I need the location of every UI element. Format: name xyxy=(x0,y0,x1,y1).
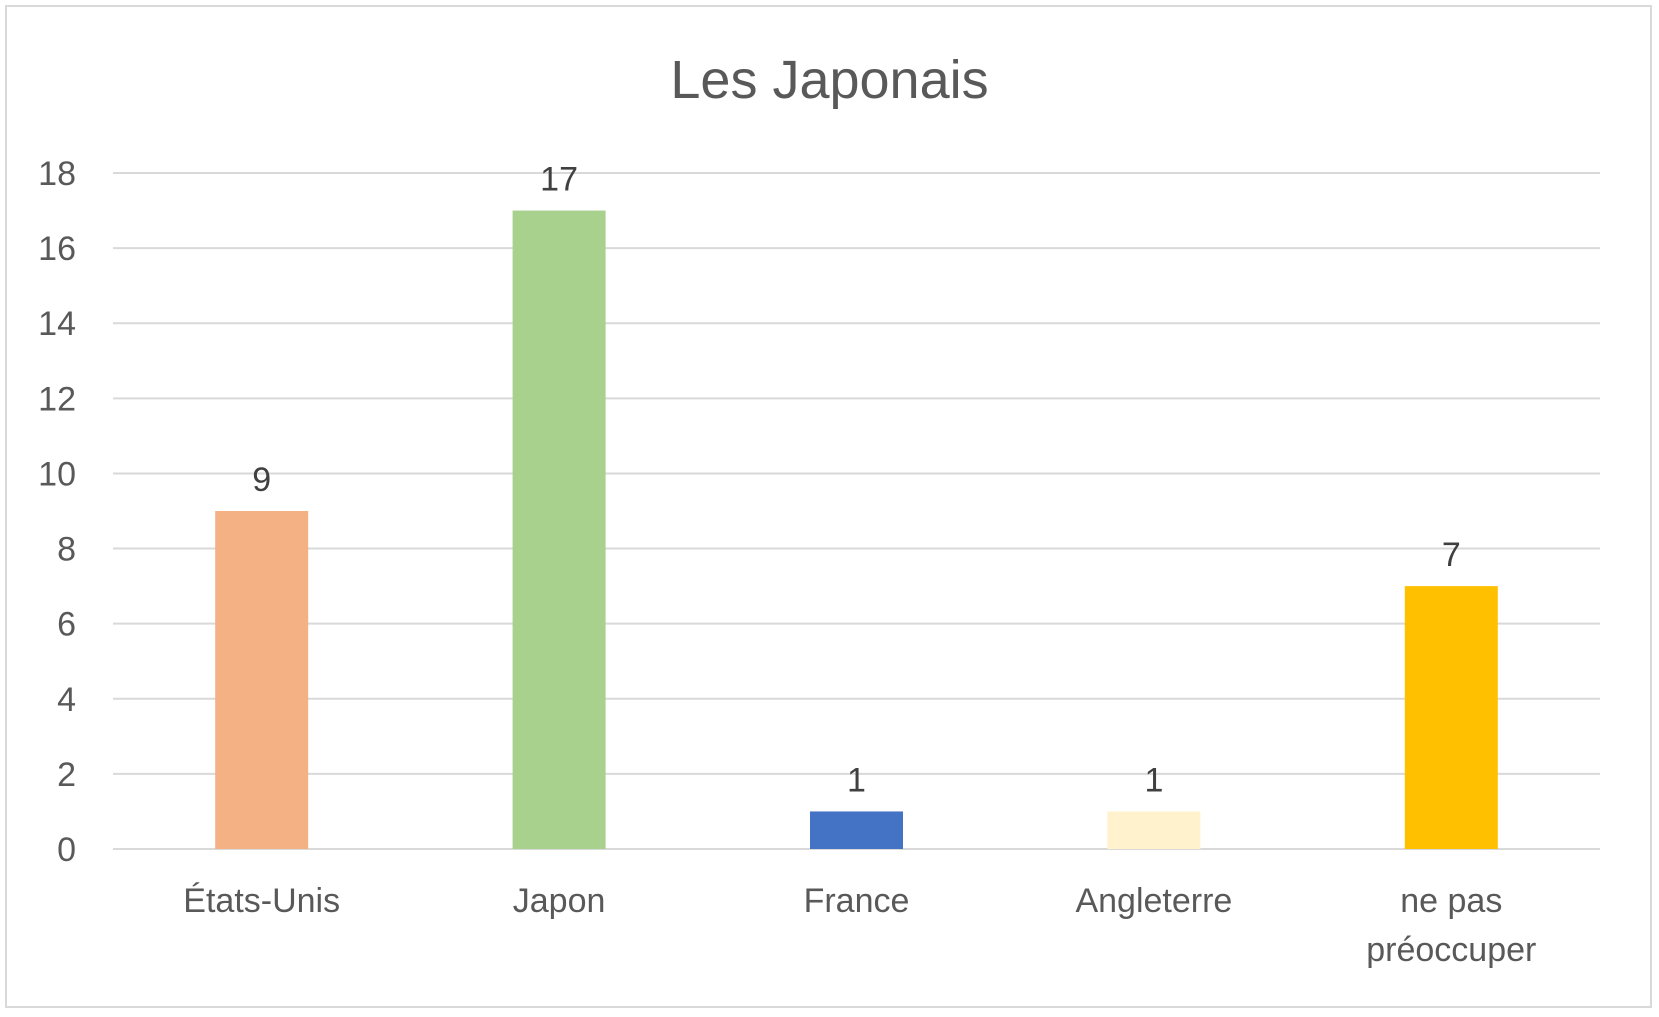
data-label: 1 xyxy=(847,761,866,799)
gridlines xyxy=(113,172,1600,850)
y-tick-label: 16 xyxy=(38,230,76,268)
y-tick-label: 10 xyxy=(38,455,76,493)
bar-5 xyxy=(1404,586,1498,849)
data-label: 1 xyxy=(1144,761,1163,799)
chart-title: Les Japonais xyxy=(670,50,988,110)
y-tick-label: 6 xyxy=(57,606,76,644)
x-axis-labels: États-Unis Japon France Angleterre ne pas pré… xyxy=(183,882,1536,969)
x-tick-label: préoccuper xyxy=(1366,931,1536,969)
x-tick-label: ne pas xyxy=(1400,882,1502,920)
bar-1 xyxy=(215,511,309,849)
data-label: 17 xyxy=(540,161,578,199)
x-tick-label: France xyxy=(804,882,910,920)
y-tick-label: 0 xyxy=(57,831,76,869)
y-tick-label: 14 xyxy=(38,305,76,343)
y-tick-label: 4 xyxy=(57,681,76,719)
y-axis-ticks: 0 2 4 6 8 10 12 14 16 18 xyxy=(38,155,76,869)
data-label: 7 xyxy=(1442,536,1461,574)
x-tick-label: Angleterre xyxy=(1075,882,1232,920)
x-tick-label: États-Unis xyxy=(183,882,340,920)
y-tick-label: 18 xyxy=(38,155,76,193)
x-tick-label: Japon xyxy=(513,882,606,920)
bar-2 xyxy=(512,210,606,850)
y-tick-label: 12 xyxy=(38,380,76,418)
y-tick-label: 2 xyxy=(57,756,76,794)
bars xyxy=(215,210,1498,850)
bar-4 xyxy=(1107,811,1201,849)
bar-3 xyxy=(810,811,903,849)
data-label: 9 xyxy=(252,461,271,499)
y-tick-label: 8 xyxy=(57,531,76,569)
